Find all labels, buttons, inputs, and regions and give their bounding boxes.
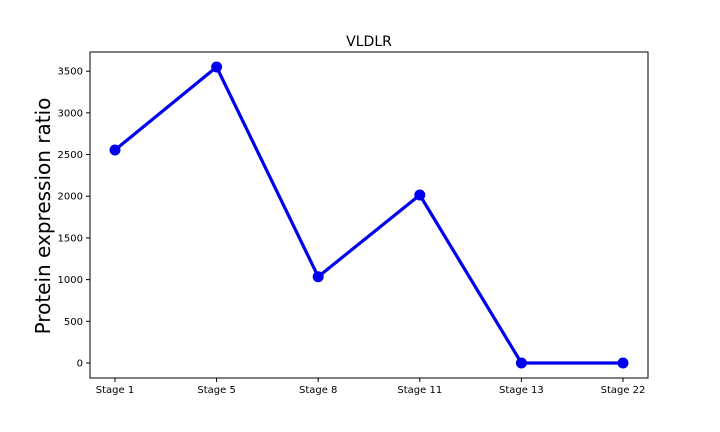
data-point bbox=[109, 144, 121, 156]
y-axis-label: Protein expression ratio bbox=[31, 98, 55, 335]
y-tick-label: 0 bbox=[77, 358, 83, 369]
x-tick-label: Stage 13 bbox=[499, 385, 544, 396]
chart-title: VLDLR bbox=[346, 34, 392, 50]
y-tick-label: 1500 bbox=[58, 233, 83, 244]
x-tick-label: Stage 11 bbox=[397, 385, 442, 396]
x-tick-label: Stage 8 bbox=[299, 385, 337, 396]
y-tick-label: 3500 bbox=[58, 67, 83, 78]
y-tick-label: 2500 bbox=[58, 150, 83, 161]
series-marks bbox=[109, 61, 629, 369]
data-point bbox=[312, 271, 324, 283]
y-tick-label: 500 bbox=[64, 317, 83, 328]
plot-frame bbox=[89, 51, 649, 379]
y-tick-label: 1000 bbox=[58, 275, 83, 286]
y-tick-label: 2000 bbox=[58, 192, 83, 203]
axes: 0 500 1000 1500 2000 2500 3000 3500 Stage 1 Stage… bbox=[58, 67, 646, 396]
series-line bbox=[113, 65, 623, 365]
data-point bbox=[515, 357, 527, 369]
y-tick-label: 3000 bbox=[58, 108, 83, 119]
data-point bbox=[617, 357, 629, 369]
x-tick-label: Stage 1 bbox=[96, 385, 134, 396]
x-tick-label: Stage 5 bbox=[197, 385, 235, 396]
x-tick-label: Stage 22 bbox=[601, 385, 646, 396]
data-point bbox=[211, 61, 223, 73]
data-point bbox=[414, 189, 426, 201]
